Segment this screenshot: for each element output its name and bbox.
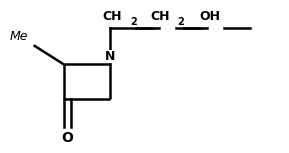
Text: 2: 2 (178, 17, 184, 27)
Text: Me: Me (10, 30, 28, 43)
Text: OH: OH (199, 10, 221, 22)
Text: CH: CH (103, 10, 122, 22)
Text: CH: CH (150, 10, 170, 22)
Text: O: O (61, 131, 73, 145)
Text: 2: 2 (130, 17, 137, 27)
Text: N: N (105, 50, 115, 63)
